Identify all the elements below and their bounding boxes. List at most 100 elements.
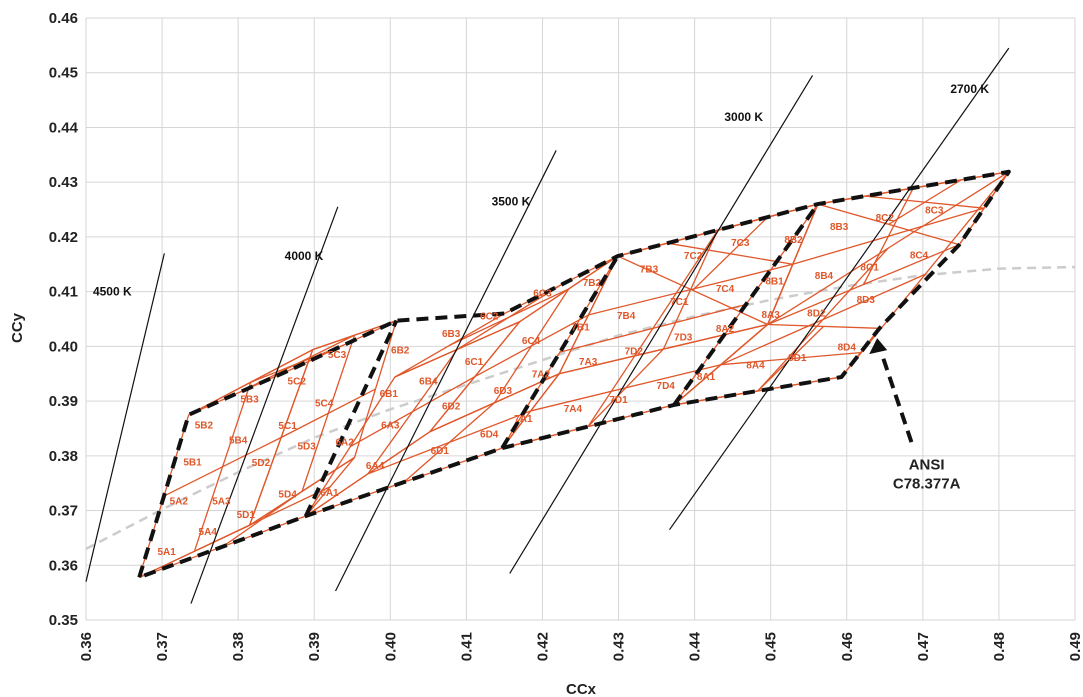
bin-label: 5C1 <box>278 421 297 432</box>
y-tick-label: 0.37 <box>49 503 78 520</box>
bin-label: 8A4 <box>746 360 765 371</box>
bin-label: 8C4 <box>910 250 929 261</box>
bin-grid <box>138 171 1010 578</box>
x-tick-label: 0.46 <box>839 632 856 661</box>
bin-edge <box>188 368 292 416</box>
bin-label: 5C3 <box>328 350 347 361</box>
x-tick-label: 0.36 <box>78 632 95 661</box>
bin-edge <box>817 203 960 246</box>
bin-label: 8D1 <box>788 353 807 364</box>
bin-edge <box>163 436 282 497</box>
axis-ticks: 0.36 0.37 0.38 0.39 0.40 0.41 0.42 0.43 0.44 0.45… <box>49 10 1083 661</box>
bin-label: 6B3 <box>442 329 461 340</box>
ansi-boundaries <box>137 169 1011 580</box>
bin-edge <box>353 320 398 458</box>
y-tick-label: 0.39 <box>49 393 78 410</box>
bin-label: 6A4 <box>366 461 385 472</box>
bin-edge <box>474 314 589 378</box>
ansi-divider <box>304 319 399 517</box>
annotation-arrow-shaft <box>879 351 914 443</box>
bin-label: 5D3 <box>297 441 316 452</box>
bin-label: 7C1 <box>670 297 689 308</box>
bin-edge <box>394 321 520 378</box>
cct-label: 3000 K <box>724 110 763 124</box>
cct-line <box>334 150 557 592</box>
x-tick-label: 0.44 <box>687 631 704 661</box>
bin-edge <box>501 373 560 449</box>
y-tick-label: 0.41 <box>49 284 78 301</box>
x-tick-label: 0.39 <box>306 632 323 661</box>
bin-label: 5B1 <box>183 457 202 468</box>
bin-label: 6C3 <box>533 289 552 300</box>
bin-label: 6B1 <box>380 389 399 400</box>
bin-label: 6B2 <box>391 346 410 357</box>
bin-label: 8B4 <box>815 271 834 282</box>
x-tick-label: 0.38 <box>230 632 247 661</box>
bin-label: 7C2 <box>684 251 703 262</box>
bin-edge <box>519 255 619 323</box>
bin-label: 5B2 <box>195 421 214 432</box>
bin-label: 8B3 <box>830 222 849 233</box>
x-tick-label: 0.48 <box>991 632 1008 661</box>
bin-label: 5D1 <box>237 510 256 521</box>
bin-label: 8B1 <box>765 277 784 288</box>
bin-label: 7B2 <box>583 278 602 289</box>
annotation-text: ANSI <box>909 457 945 474</box>
bin-edge <box>429 373 560 433</box>
bin-label: 7D3 <box>674 333 693 344</box>
bin-edge <box>792 207 985 265</box>
bin-labels: 5A1 5A2 5A3 5A4 5B1 5B2 5B3 5B4 5C1 5C2 5C3 5C4 5D1 5… <box>157 206 943 558</box>
bin-edge <box>767 243 960 326</box>
bin-label: 8A3 <box>762 310 781 321</box>
bin-label: 7B3 <box>640 265 659 276</box>
bin-label: 5D2 <box>252 458 271 469</box>
x-axis-label: CCx <box>566 681 597 697</box>
cct-line <box>85 253 165 582</box>
bin-edge <box>530 364 722 412</box>
bin-label: 8C2 <box>876 213 895 224</box>
bin-label: 5C2 <box>288 376 307 387</box>
bin-label: 8C1 <box>860 262 879 273</box>
cct-label: 3500 K <box>492 195 531 209</box>
bin-edge <box>449 288 569 346</box>
planckian-locus-line <box>85 265 1076 550</box>
bin-edge <box>280 388 376 439</box>
x-tick-label: 0.45 <box>763 632 780 661</box>
bin-label: 5A2 <box>170 497 189 508</box>
y-tick-label: 0.42 <box>49 229 78 246</box>
bin-label: 8D4 <box>838 342 857 353</box>
y-tick-label: 0.45 <box>49 65 78 82</box>
y-axis-label: CCy <box>9 312 26 343</box>
bin-label: 7B4 <box>617 311 636 322</box>
bin-label: 6A2 <box>335 438 354 449</box>
bin-label: 5D4 <box>278 490 297 501</box>
x-tick-label: 0.42 <box>534 632 551 661</box>
bin-edge <box>767 323 880 329</box>
x-tick-label: 0.43 <box>611 632 628 661</box>
bin-label: 7C3 <box>731 238 750 249</box>
bin-label: 8A1 <box>697 372 716 383</box>
bin-label: 7D1 <box>609 395 628 406</box>
bin-label: 5B4 <box>229 435 248 446</box>
ansi-annotation: ANSI C78.377A <box>869 338 961 493</box>
cct-line <box>669 47 1010 531</box>
bin-label: 7A4 <box>564 404 583 415</box>
x-tick-label: 0.47 <box>915 632 932 661</box>
bin-label: 6A3 <box>381 421 400 432</box>
ansi-divider <box>672 202 820 407</box>
y-tick-label: 0.38 <box>49 448 78 465</box>
bin-label: 7D4 <box>657 381 676 392</box>
bin-edge <box>720 273 926 366</box>
ansi-outer-boundary <box>137 169 1011 580</box>
annotation-arrow-head <box>869 338 888 355</box>
bin-label: 8B2 <box>784 235 803 246</box>
bin-edge <box>350 376 476 448</box>
bin-label: 5A1 <box>157 547 176 558</box>
x-tick-label: 0.40 <box>382 632 399 661</box>
y-tick-label: 0.35 <box>49 612 78 629</box>
bin-label: 7A3 <box>579 357 598 368</box>
bin-label: 5A4 <box>199 527 218 538</box>
bin-edge <box>559 303 747 353</box>
bin-edge <box>865 195 985 209</box>
cct-label: 4500 K <box>93 284 132 298</box>
